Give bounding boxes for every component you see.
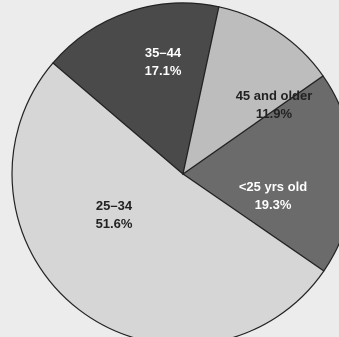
slice-value-label: 51.6% bbox=[96, 216, 133, 231]
pie-slice bbox=[11, 62, 325, 337]
pie-slice bbox=[182, 6, 324, 176]
slice-value-label: 17.1% bbox=[145, 63, 182, 78]
slice-category-label: 25–34 bbox=[96, 198, 133, 213]
pie-slice bbox=[181, 75, 339, 272]
slice-category-label: 35–44 bbox=[145, 45, 182, 60]
slice-category-label: 45 and older bbox=[236, 88, 313, 103]
slice-value-label: 19.3% bbox=[255, 197, 292, 212]
slice-category-label: <25 yrs old bbox=[239, 179, 307, 194]
pie-slice bbox=[52, 2, 220, 176]
slice-value-label: 11.9% bbox=[256, 106, 293, 121]
